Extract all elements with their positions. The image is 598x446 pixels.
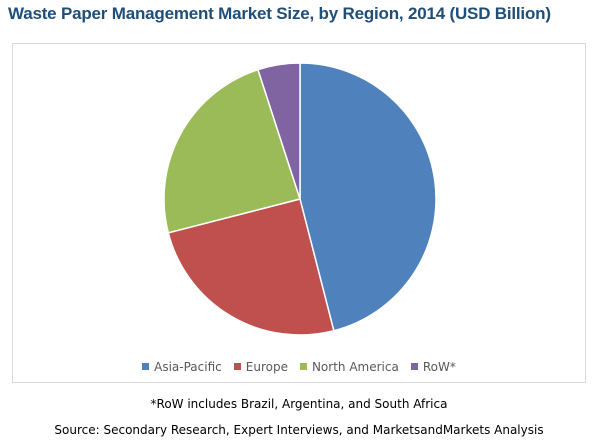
legend-label: Asia-Pacific: [154, 360, 222, 374]
legend-swatch: [410, 363, 418, 370]
legend-label: RoW*: [422, 360, 456, 374]
legend-label: Europe: [245, 360, 288, 374]
chart-area: Asia-Pacific Europe North America RoW*: [12, 43, 586, 383]
chart-title: Waste Paper Management Market Size, by R…: [8, 4, 551, 23]
pie-slice-asia-pacific: [299, 62, 437, 332]
pie-slice-north-america: [163, 68, 301, 234]
legend-swatch: [299, 363, 307, 370]
legend-item: Europe: [233, 360, 288, 374]
legend-item: North America: [299, 360, 399, 374]
legend-label: North America: [311, 360, 399, 374]
chart-legend: Asia-Pacific Europe North America RoW*: [13, 360, 585, 374]
pie-chart: [163, 62, 437, 336]
chart-source: Source: Secondary Research, Expert Inter…: [54, 423, 544, 437]
legend-swatch: [142, 363, 150, 370]
pie-slice-europe: [167, 198, 335, 336]
legend-item: RoW*: [410, 360, 456, 374]
legend-swatch: [233, 363, 241, 370]
chart-footnote: *RoW includes Brazil, Argentina, and Sou…: [150, 397, 448, 411]
pie-slice-row: [257, 62, 301, 200]
legend-item: Asia-Pacific: [142, 360, 222, 374]
